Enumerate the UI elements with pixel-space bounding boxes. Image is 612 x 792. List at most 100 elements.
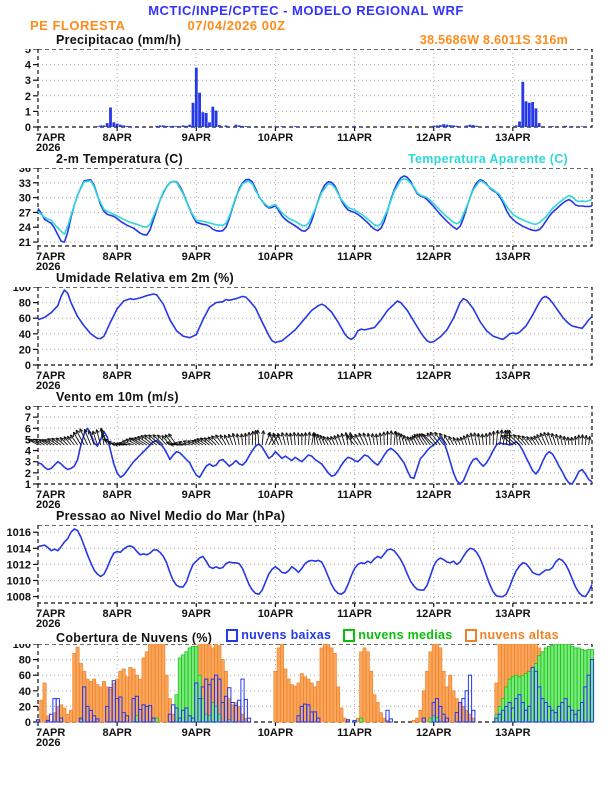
wind-title: Vento em 10m (m/s) bbox=[56, 390, 179, 404]
svg-text:7APR: 7APR bbox=[36, 727, 65, 739]
svg-text:60: 60 bbox=[19, 670, 31, 682]
svg-text:10APR: 10APR bbox=[258, 370, 294, 382]
svg-text:24: 24 bbox=[19, 222, 32, 234]
svg-text:13APR: 13APR bbox=[495, 251, 531, 263]
svg-text:12APR: 12APR bbox=[416, 370, 452, 382]
svg-text:60: 60 bbox=[19, 313, 31, 325]
model-title: MCTIC/INPE/CPTEC - MODELO REGIONAL WRF bbox=[148, 3, 464, 18]
svg-text:10APR: 10APR bbox=[258, 251, 294, 263]
svg-text:8: 8 bbox=[25, 406, 31, 413]
svg-text:1016: 1016 bbox=[7, 527, 31, 539]
svg-text:12APR: 12APR bbox=[416, 132, 452, 144]
station-coordinates: 38.5686W 8.6011S 316m bbox=[419, 33, 568, 47]
svg-text:27: 27 bbox=[19, 207, 31, 219]
panel-cloud-cover: Cobertura de Nuvens (%) nuvens baixas nu… bbox=[0, 628, 612, 747]
svg-text:20: 20 bbox=[19, 344, 31, 356]
svg-text:5: 5 bbox=[25, 434, 31, 446]
svg-text:2026: 2026 bbox=[36, 261, 60, 271]
svg-text:2026: 2026 bbox=[36, 380, 60, 390]
svg-text:7APR: 7APR bbox=[36, 489, 65, 501]
svg-text:13APR: 13APR bbox=[495, 608, 531, 620]
mid-clouds-label: nuvens medias bbox=[358, 628, 453, 642]
panel-temperature: 2-m Temperatura (C) Temperatura Aparente… bbox=[0, 152, 612, 271]
svg-text:8APR: 8APR bbox=[102, 370, 131, 382]
svg-text:40: 40 bbox=[19, 686, 31, 698]
svg-text:7APR: 7APR bbox=[36, 132, 65, 144]
svg-text:11APR: 11APR bbox=[337, 370, 372, 382]
svg-text:1: 1 bbox=[25, 106, 31, 118]
svg-text:1008: 1008 bbox=[7, 592, 31, 604]
svg-text:9APR: 9APR bbox=[182, 608, 211, 620]
svg-text:0: 0 bbox=[25, 717, 31, 729]
svg-text:2: 2 bbox=[25, 468, 31, 480]
svg-text:7APR: 7APR bbox=[36, 608, 65, 620]
svg-text:2026: 2026 bbox=[36, 142, 60, 152]
svg-text:30: 30 bbox=[19, 193, 31, 205]
svg-text:11APR: 11APR bbox=[337, 608, 372, 620]
legend-item-mid-clouds: nuvens medias bbox=[343, 628, 452, 642]
legend-item-high-clouds: nuvens altas bbox=[464, 628, 559, 642]
svg-text:7: 7 bbox=[25, 412, 31, 424]
svg-text:0: 0 bbox=[25, 360, 31, 372]
svg-text:2: 2 bbox=[25, 91, 31, 103]
temperature-title: 2-m Temperatura (C) bbox=[56, 152, 184, 166]
svg-text:8APR: 8APR bbox=[102, 727, 131, 739]
panel-pressure: Pressao ao Nivel Medio do Mar (hPa) 1008… bbox=[0, 509, 612, 628]
svg-text:8APR: 8APR bbox=[102, 489, 131, 501]
svg-text:11APR: 11APR bbox=[337, 727, 372, 739]
svg-text:1012: 1012 bbox=[7, 559, 31, 571]
svg-text:8APR: 8APR bbox=[102, 251, 131, 263]
svg-text:10APR: 10APR bbox=[258, 727, 294, 739]
svg-text:10APR: 10APR bbox=[258, 608, 294, 620]
svg-text:2026: 2026 bbox=[36, 737, 60, 747]
precipitation-title: Precipitacao (mm/h) bbox=[56, 33, 182, 47]
low-clouds-label: nuvens baixas bbox=[241, 628, 332, 642]
svg-text:0: 0 bbox=[25, 122, 31, 134]
svg-text:3: 3 bbox=[25, 75, 31, 87]
svg-text:20: 20 bbox=[19, 701, 31, 713]
svg-text:33: 33 bbox=[19, 178, 31, 190]
legend-item-low-clouds: nuvens baixas bbox=[226, 628, 331, 642]
high-clouds-swatch-icon bbox=[464, 628, 477, 642]
svg-text:2026: 2026 bbox=[36, 618, 60, 628]
svg-text:21: 21 bbox=[19, 237, 31, 249]
svg-text:11APR: 11APR bbox=[337, 251, 372, 263]
svg-text:1: 1 bbox=[25, 479, 31, 491]
svg-text:11APR: 11APR bbox=[337, 132, 372, 144]
svg-text:2026: 2026 bbox=[36, 499, 60, 509]
svg-text:5: 5 bbox=[25, 49, 31, 56]
svg-text:80: 80 bbox=[19, 298, 31, 310]
svg-text:100: 100 bbox=[13, 644, 31, 651]
pressure-title: Pressao ao Nivel Medio do Mar (hPa) bbox=[56, 509, 286, 523]
svg-text:9APR: 9APR bbox=[182, 132, 211, 144]
svg-text:3: 3 bbox=[25, 457, 31, 469]
svg-text:80: 80 bbox=[19, 655, 31, 667]
svg-text:10APR: 10APR bbox=[258, 489, 294, 501]
high-clouds-label: nuvens altas bbox=[479, 628, 559, 642]
panel-precipitation: Precipitacao (mm/h) 38.5686W 8.6011S 316… bbox=[0, 33, 612, 152]
svg-text:8APR: 8APR bbox=[102, 132, 131, 144]
svg-text:7APR: 7APR bbox=[36, 251, 65, 263]
svg-text:7APR: 7APR bbox=[36, 370, 65, 382]
run-datetime: 07/04/2026 00Z bbox=[187, 18, 286, 33]
svg-text:12APR: 12APR bbox=[416, 251, 452, 263]
svg-text:4: 4 bbox=[25, 60, 32, 72]
svg-text:12APR: 12APR bbox=[416, 727, 452, 739]
humidity-title: Umidade Relativa em 2m (%) bbox=[56, 271, 234, 285]
svg-text:13APR: 13APR bbox=[495, 727, 531, 739]
svg-text:1014: 1014 bbox=[7, 543, 32, 555]
svg-text:6: 6 bbox=[25, 423, 31, 435]
cloud-cover-title: Cobertura de Nuvens (%) bbox=[56, 630, 213, 645]
svg-text:36: 36 bbox=[19, 168, 31, 175]
apparent-temperature-label: Temperatura Aparente (C) bbox=[407, 152, 568, 166]
svg-text:13APR: 13APR bbox=[495, 132, 531, 144]
panel-humidity: Umidade Relativa em 2m (%) 0 20 40 60 80 100 7… bbox=[0, 271, 612, 390]
svg-text:8APR: 8APR bbox=[102, 608, 131, 620]
mid-clouds-swatch-icon bbox=[343, 628, 356, 642]
svg-text:1010: 1010 bbox=[7, 575, 31, 587]
